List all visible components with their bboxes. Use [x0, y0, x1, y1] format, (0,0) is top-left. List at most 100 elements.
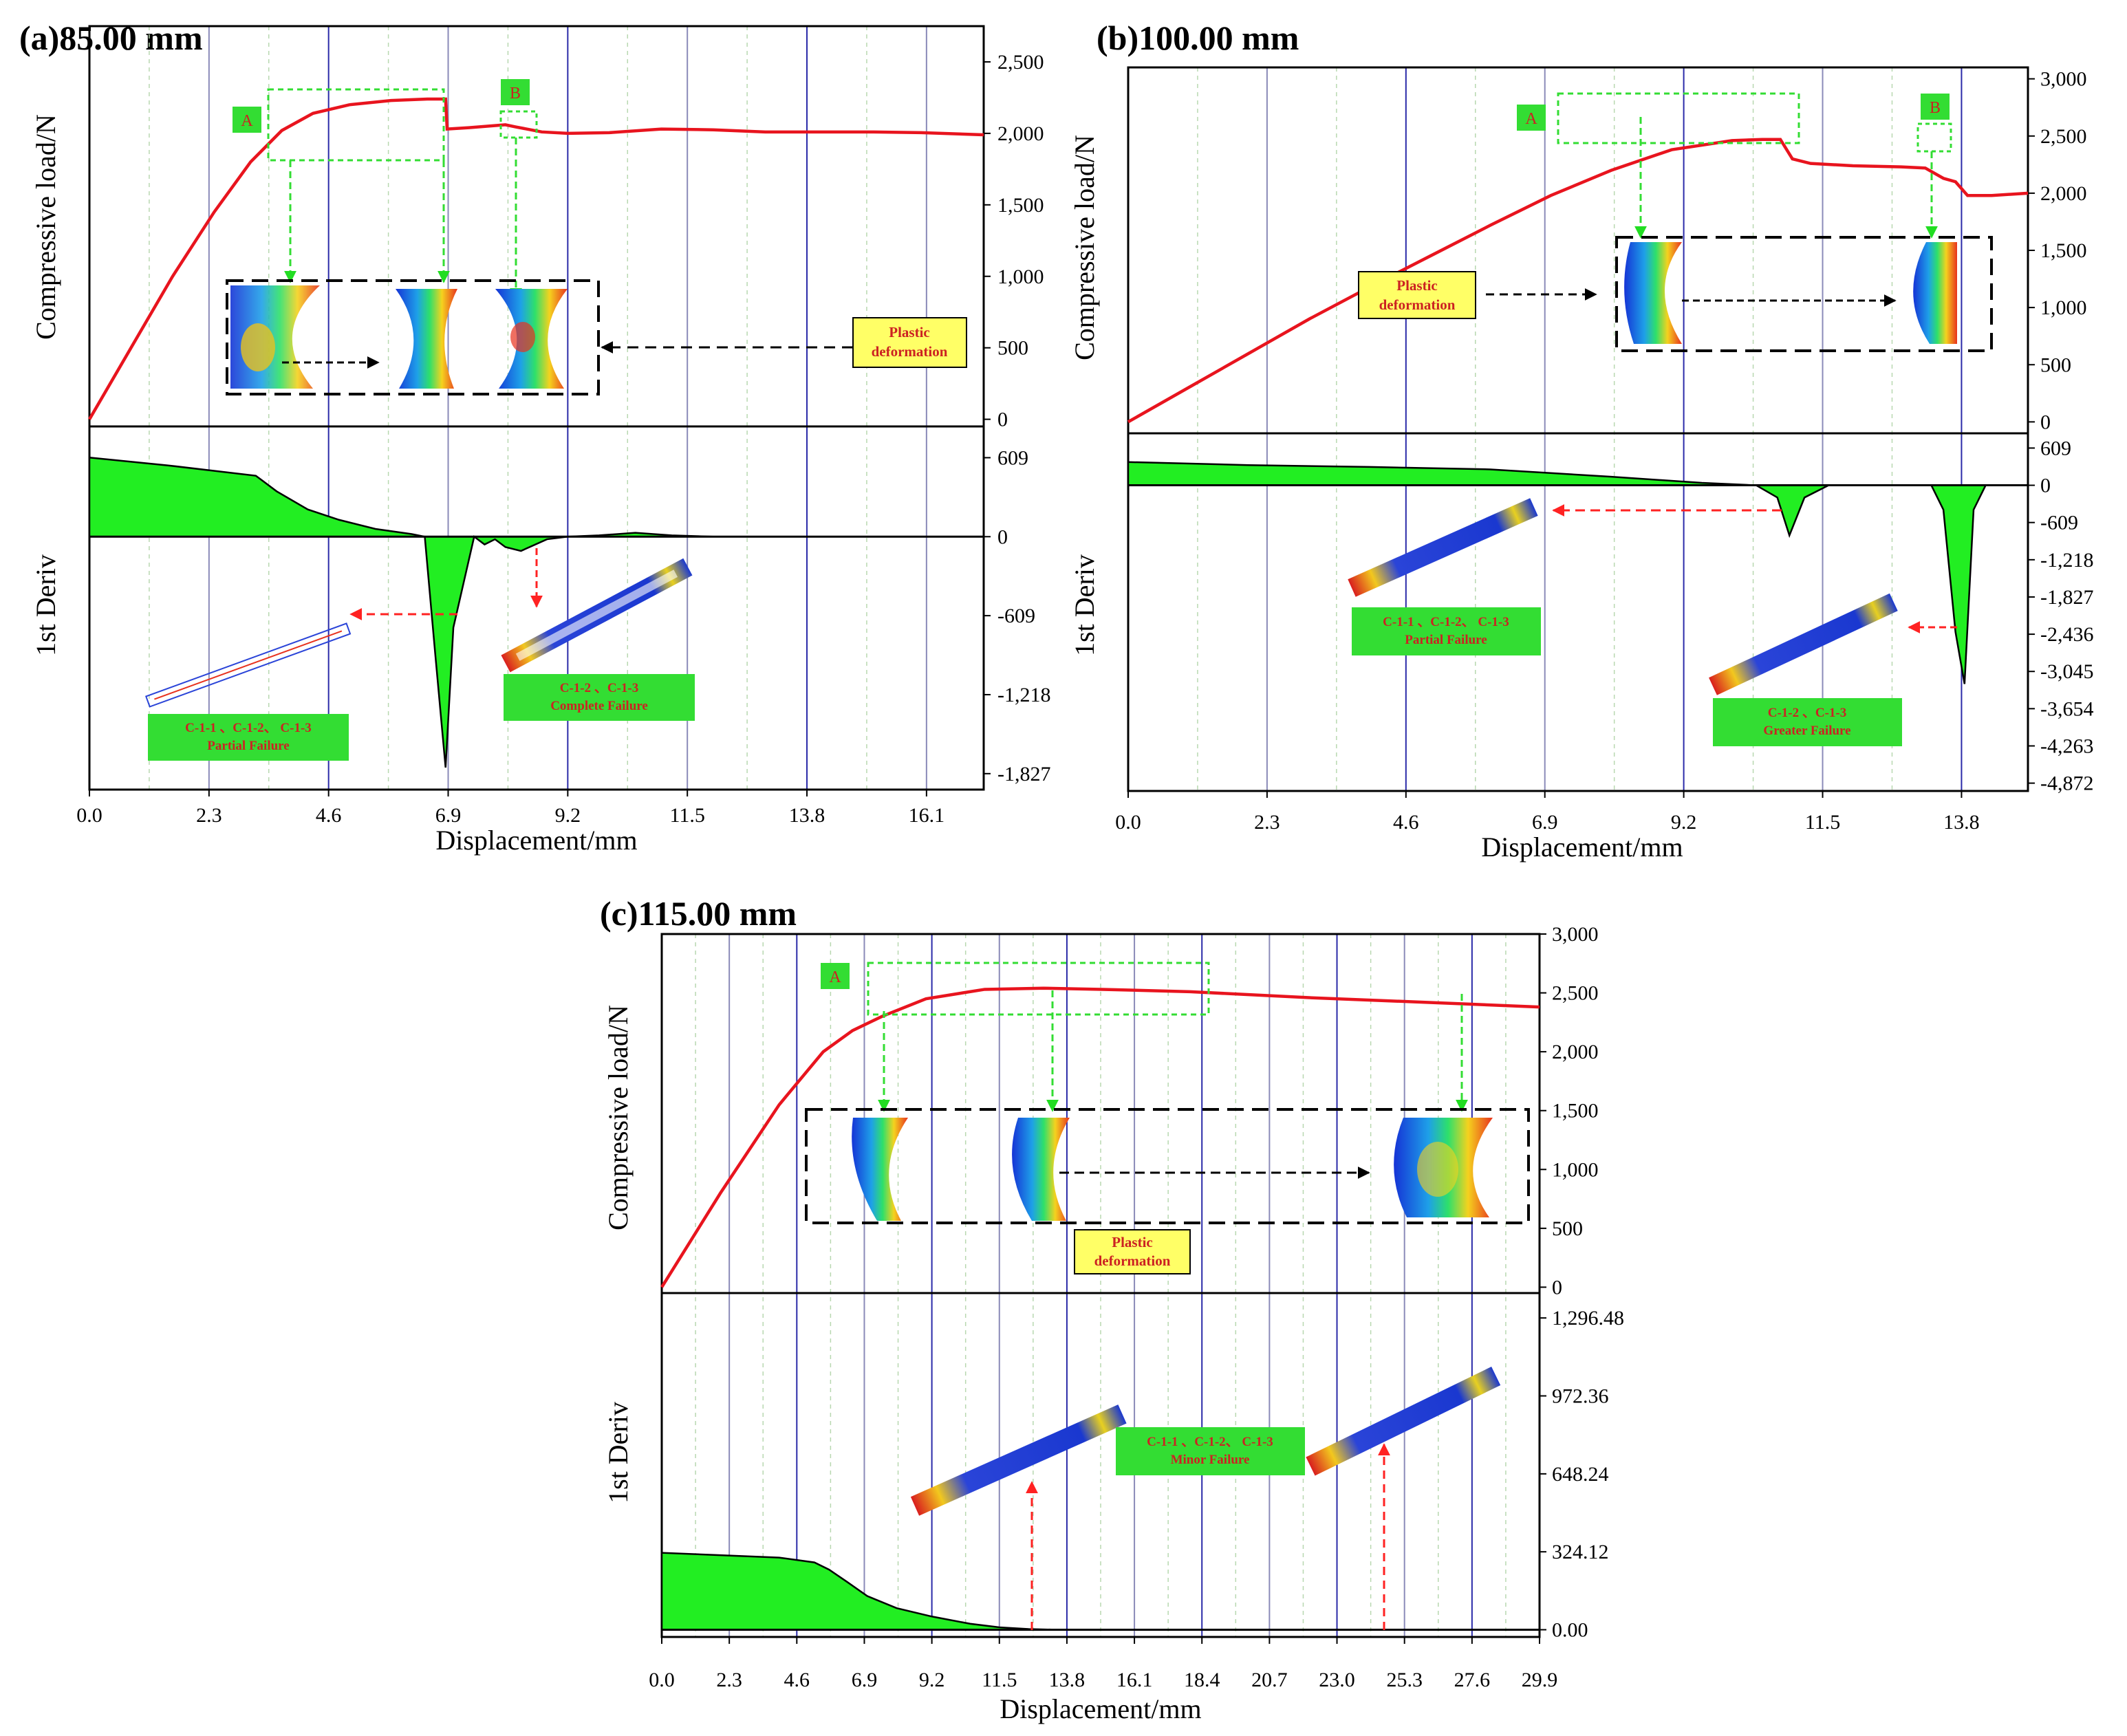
y-tick-label: 0.00 — [1552, 1619, 1588, 1642]
panel-b-top-y-ticks: 3,000 2,500 2,000 1,500 1,000 500 0 — [2028, 68, 2087, 433]
panel-b-bottom-ylabel: 1st Deriv — [1069, 554, 1100, 656]
panel-c-fea-bar-1 — [910, 1404, 1127, 1516]
panel-a-failure2-line2: Complete Failure — [550, 699, 648, 713]
panel-b-failure2-box — [1713, 698, 1902, 746]
panel-a-region-a-box — [267, 88, 445, 162]
y-tick-label: 1,000 — [1552, 1158, 1599, 1181]
x-tick-label: 13.8 — [1049, 1669, 1086, 1691]
panel-a-x-ticks: 0.0 2.3 4.6 6.9 9.2 11.5 13.8 16.1 — [76, 790, 944, 827]
panel-b-region-a-label: A — [1525, 110, 1537, 128]
y-tick-label: 500 — [2040, 354, 2071, 376]
panel-a-failure1-line2: Partial Failure — [207, 739, 289, 753]
panel-b: (b)100.00 mm Compressive load/N 1st Deri… — [1069, 19, 2094, 862]
panel-a-failure2-box — [504, 674, 695, 721]
panel-a-region-a-label: A — [241, 112, 253, 130]
y-tick-label: 609 — [997, 446, 1028, 469]
panel-a-fea-group-box — [226, 279, 600, 395]
panel-a-title: (a)85.00 mm — [19, 19, 203, 57]
panel-c-fea-group-box — [805, 1108, 1530, 1224]
panel-c: (c)115.00 mm Compressive load/N 1st Deri… — [600, 894, 1624, 1724]
panel-c-top-ylabel: Compressive load/N — [603, 1005, 634, 1230]
x-tick-label: 16.1 — [1116, 1669, 1153, 1691]
x-tick-label: 4.6 — [1393, 811, 1419, 834]
panel-c-failure1-line1: C-1-1 、C-1-2、 C-1-3 — [1147, 1435, 1273, 1449]
x-tick-label: 9.2 — [1671, 811, 1697, 834]
load-series-line — [660, 986, 1540, 1288]
panel-b-failure2-line2: Greater Failure — [1763, 724, 1850, 738]
panel-a-bottom-y-ticks: 609 0 -609 -1,218 -1,827 — [984, 446, 1051, 785]
panel-a: (a)85.00 mm Compressive load/N 1st Deriv… — [19, 19, 1051, 856]
y-tick-label: -1,218 — [2040, 549, 2094, 572]
panel-a-failure1-box — [148, 714, 349, 761]
panel-c-plastic-label-box — [1074, 1229, 1191, 1274]
x-tick-label: 23.0 — [1319, 1669, 1355, 1691]
panel-a-top-ylabel: Compressive load/N — [30, 114, 61, 340]
x-tick-label: 0.0 — [76, 804, 102, 827]
panel-a-region-b-badge — [501, 79, 530, 105]
x-tick-label: 2.3 — [716, 1669, 742, 1691]
panel-b-fea-bar-1 — [1348, 498, 1538, 597]
panel-c-region-a-label: A — [829, 968, 841, 986]
y-tick-label: 1,000 — [997, 265, 1044, 288]
panel-b-plastic-label-box — [1358, 271, 1476, 319]
x-tick-label: 11.5 — [982, 1669, 1017, 1691]
y-tick-label: -609 — [997, 605, 1035, 627]
y-tick-label: -1,827 — [2040, 586, 2094, 609]
y-tick-label: -2,436 — [2040, 623, 2094, 646]
y-tick-label: -3,045 — [2040, 660, 2094, 683]
y-tick-label: 1,000 — [2040, 296, 2087, 319]
panel-b-title: (b)100.00 mm — [1097, 19, 1299, 57]
panel-a-fea-bar-2 — [501, 558, 693, 673]
panel-b-failure1-box — [1352, 607, 1541, 655]
panel-b-deriv-area — [1127, 461, 2028, 684]
panel-c-plastic-label-line2: deformation — [1094, 1252, 1171, 1269]
y-tick-label: 0 — [2040, 475, 2051, 497]
x-tick-label: 4.6 — [784, 1669, 810, 1691]
panel-b-fea-image-1 — [1624, 242, 1682, 344]
panel-a-plastic-label-line2: deformation — [872, 343, 948, 360]
y-tick-label: 3,000 — [2040, 68, 2087, 91]
x-tick-label: 2.3 — [196, 804, 222, 827]
panel-c-fea-image-1 — [852, 1118, 908, 1221]
panel-c-title: (c)115.00 mm — [600, 894, 797, 933]
y-tick-label: 648.24 — [1552, 1463, 1609, 1486]
panel-b-load-line — [1127, 138, 2029, 424]
panel-b-failure2-line1: C-1-2 、C-1-3 — [1768, 706, 1847, 720]
y-tick-label: 3,000 — [1552, 923, 1599, 946]
panel-a-failure2-line1: C-1-2 、C-1-3 — [560, 681, 639, 695]
panel-c-x-ticks: 0.0 2.3 4.6 6.9 9.2 11.5 13.8 16.1 18.4 20.7 23.0 2… — [649, 1637, 1557, 1691]
x-tick-label: 0.0 — [1115, 811, 1141, 834]
panel-b-frame — [1127, 66, 2029, 792]
x-tick-label: 20.7 — [1251, 1669, 1288, 1691]
panel-b-plastic-label-line2: deformation — [1379, 296, 1456, 313]
panel-c-fea-image-2 — [1012, 1118, 1070, 1221]
y-tick-label: 0 — [997, 409, 1008, 431]
y-tick-label: 0 — [2040, 411, 2051, 433]
panel-a-failure1-line1: C-1-1 、C-1-2、 C-1-3 — [185, 721, 312, 735]
panel-c-region-a-box — [867, 962, 1210, 1016]
panel-a-plastic-label-line1: Plastic — [889, 324, 929, 340]
panel-a-bottom-ylabel: 1st Deriv — [30, 554, 61, 656]
panel-c-bottom-ylabel: 1st Deriv — [603, 1402, 634, 1504]
panel-b-region-b-badge — [1921, 94, 1950, 120]
x-tick-label: 27.6 — [1454, 1669, 1491, 1691]
panel-c-xlabel: Displacement/mm — [1000, 1693, 1201, 1724]
load-series-line — [88, 97, 984, 420]
x-tick-label: 29.9 — [1522, 1669, 1558, 1691]
panel-a-load-line — [88, 97, 984, 420]
panel-a-top-y-ticks: 2,500 2,000 1,500 1,000 500 0 — [984, 51, 1044, 431]
panel-b-region-a-box — [1557, 92, 1800, 144]
x-tick-label: 6.9 — [435, 804, 462, 827]
panel-c-deriv-area — [660, 1552, 1540, 1631]
y-tick-label: 972.36 — [1552, 1385, 1609, 1408]
panel-b-bottom-y-ticks: 609 0 -609 -1,218 -1,827 -2,436 -3,045 -3,654 -4… — [2028, 437, 2094, 795]
y-tick-label: 324.12 — [1552, 1541, 1609, 1563]
panel-a-fea-bar-1 — [144, 622, 352, 708]
y-tick-label: 500 — [1552, 1217, 1583, 1240]
y-tick-label: 2,500 — [2040, 125, 2087, 148]
y-tick-label: 2,500 — [1552, 982, 1599, 1005]
panel-a-plastic-label-box — [852, 317, 967, 368]
panel-b-region-b-box — [1917, 122, 1952, 153]
panel-a-region-b-box — [499, 110, 538, 139]
panel-b-x-ticks: 0.0 2.3 4.6 6.9 9.2 11.5 13.8 — [1115, 791, 1980, 834]
